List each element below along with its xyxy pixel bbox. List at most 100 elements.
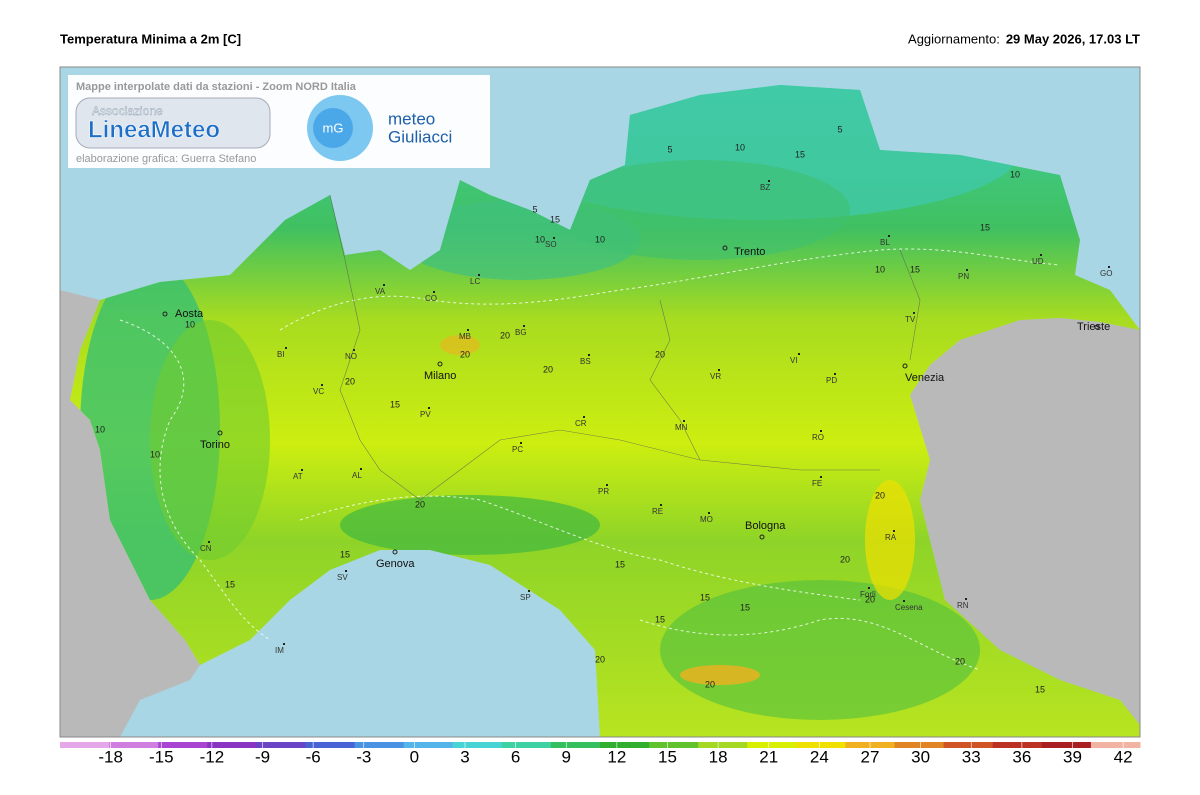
province-marker <box>660 504 662 506</box>
province-label: RE <box>652 507 663 516</box>
isoline-label: 20 <box>840 554 850 564</box>
province-marker <box>888 235 890 237</box>
borders <box>329 194 921 501</box>
colorbar-swatch <box>747 742 797 748</box>
update-label: Aggiornamento: <box>908 31 1000 46</box>
isoline-label: 20 <box>865 594 875 604</box>
city-marker <box>437 361 443 367</box>
province-label: BL <box>880 238 890 247</box>
colorbar-swatch <box>649 742 699 748</box>
province-marker <box>1040 254 1042 256</box>
isoline-label: 15 <box>550 214 560 224</box>
city-marker <box>217 430 223 436</box>
province-marker <box>528 590 530 592</box>
isoline-label: 15 <box>740 602 750 612</box>
province-label: Cesena <box>895 603 923 612</box>
province-marker <box>428 407 430 409</box>
map-title: Temperatura Minima a 2m [C] <box>60 31 241 46</box>
colorbar-tick-label: 42 <box>1114 747 1133 766</box>
outer-land <box>60 67 1140 737</box>
mg-logo-inner <box>313 108 353 148</box>
province-label: AL <box>352 471 362 480</box>
isoline-label: 10 <box>1010 169 1020 179</box>
province-marker <box>1108 266 1110 268</box>
province-marker <box>606 484 608 486</box>
province-label: TV <box>905 315 916 324</box>
province-label: PN <box>958 272 969 281</box>
province-label: PD <box>826 376 837 385</box>
isoline-label: 5 <box>532 204 537 214</box>
province-label: RN <box>957 601 969 610</box>
isoline-label: 20 <box>875 490 885 500</box>
colorbar-swatch <box>501 742 552 748</box>
colorbar-tick-label: 6 <box>511 747 520 766</box>
isoline-label: 20 <box>543 364 553 374</box>
colorbar-tick-label: 27 <box>861 747 880 766</box>
colorbar-swatch <box>992 742 1043 748</box>
city-marker <box>392 549 398 555</box>
colorbar-swatch <box>60 742 110 748</box>
province-marker <box>523 325 525 327</box>
isoline-label: 20 <box>345 376 355 386</box>
city-label: Genova <box>376 558 415 570</box>
isoline-label: 20 <box>460 349 470 359</box>
colorbar-tick-label: 33 <box>962 747 981 766</box>
colorbar-tick-label: -12 <box>200 747 225 766</box>
isoline-label: 10 <box>150 449 160 459</box>
isoline-label: 10 <box>535 234 545 244</box>
isoline-label: 15 <box>340 549 350 559</box>
province-label: VR <box>710 372 721 381</box>
isoline-label: 15 <box>655 614 665 624</box>
update-time: 29 May 2026, 17.03 LT <box>1006 31 1140 46</box>
city-marker <box>902 363 908 369</box>
colorbar-swatch <box>894 742 945 748</box>
colorbar-swatch <box>354 742 405 748</box>
city-label: Bologna <box>745 520 786 532</box>
province-marker <box>583 416 585 418</box>
province-marker <box>301 469 303 471</box>
province-label: SO <box>545 240 557 249</box>
province-marker <box>768 180 770 182</box>
isoline-label: 15 <box>980 222 990 232</box>
province-marker <box>708 512 710 514</box>
logo-giuliacci: Giuliacci <box>388 127 452 146</box>
colorbar-swatch <box>207 742 257 748</box>
province-label: VA <box>375 287 386 296</box>
isoline-label: 15 <box>1035 684 1045 694</box>
province-marker <box>913 312 915 314</box>
colorbar-tick-label: 3 <box>460 747 469 766</box>
isoline-label: 15 <box>795 149 805 159</box>
isoline-label: 5 <box>667 144 672 154</box>
province-label: BI <box>277 350 285 359</box>
province-marker <box>868 587 870 589</box>
colorbar-swatch <box>943 742 994 748</box>
colorbar-tick-label: 18 <box>709 747 728 766</box>
info-box: Mappe interpolate dati da stazioni - Zoo… <box>68 75 490 168</box>
isolines <box>119 248 1061 671</box>
isoline-label: 10 <box>185 319 195 329</box>
info-caption: Mappe interpolate dati da stazioni - Zoo… <box>76 81 357 93</box>
province-marker <box>820 476 822 478</box>
isoline-label: 20 <box>655 349 665 359</box>
province-marker <box>903 600 905 602</box>
isoline-label: 20 <box>955 656 965 666</box>
labels: Aosta Torino Milano Genova Trento Venezia Bolo… <box>95 124 1112 694</box>
colorbar-swatch <box>109 742 159 748</box>
province-label: PR <box>598 487 609 496</box>
province-label: NO <box>345 352 357 361</box>
isoline-label: 10 <box>875 264 885 274</box>
logo-meteo: meteo <box>388 109 435 128</box>
province-marker <box>834 373 836 375</box>
province-marker <box>718 369 720 371</box>
city-label: Trieste <box>1077 321 1110 333</box>
colorbar-tick-label: -3 <box>356 747 371 766</box>
isoline-label: 15 <box>615 559 625 569</box>
province-label: RA <box>885 533 897 542</box>
colorbar-swatch <box>796 742 846 748</box>
province-marker <box>798 353 800 355</box>
colorbar-tick-label: 24 <box>810 747 829 766</box>
colorbar-swatch <box>452 742 503 748</box>
province-label: IM <box>275 646 284 655</box>
province-label: Forlì <box>860 590 876 599</box>
